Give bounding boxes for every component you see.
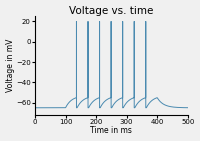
Title: Voltage vs. time: Voltage vs. time [69,5,154,16]
Y-axis label: Voltage in mV: Voltage in mV [6,39,15,92]
X-axis label: Time in ms: Time in ms [90,126,132,136]
